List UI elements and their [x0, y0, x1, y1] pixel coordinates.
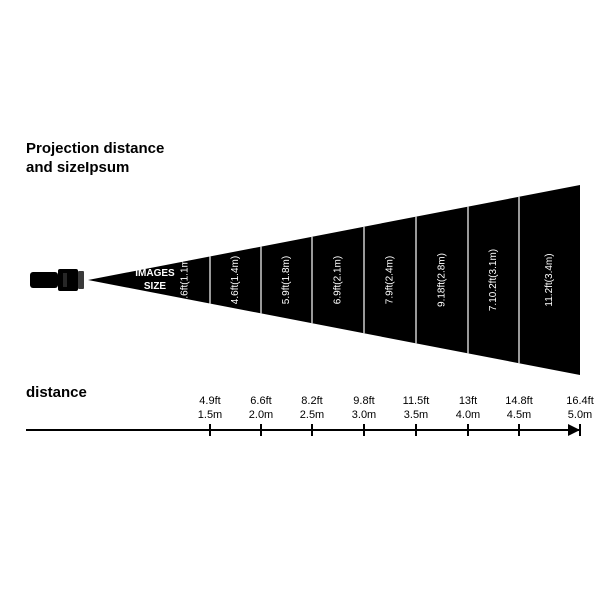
projector-body	[30, 272, 58, 288]
image-size-label: 11.2ft(3.4m)	[544, 253, 555, 306]
tick-label-m: 4.5m	[507, 409, 531, 421]
image-size-label: 3.6ft(1.1m)	[180, 256, 191, 304]
tick-label-m: 3.0m	[352, 409, 376, 421]
tick-label-m: 4.0m	[456, 409, 480, 421]
diagram-svg: 3.6ft(1.1m) 4.6ft(1.4m) 5.9ft(1.8m) 6.9ft(2…	[0, 0, 600, 600]
tick-label-ft: 11.5ft	[403, 395, 430, 407]
image-size-label: 6.9ft(2.1m)	[333, 256, 344, 304]
image-size-label: 4.6ft(1.4m)	[230, 256, 241, 304]
tick-label-m: 2.5m	[300, 409, 324, 421]
tick-label-m: 2.0m	[249, 409, 273, 421]
tick-label-m: 3.5m	[404, 409, 428, 421]
image-size-label: 9.18ft(2.8m)	[437, 253, 448, 307]
tick-label-ft: 16.4ft	[566, 395, 594, 407]
image-size-label: 7.9ft(2.4m)	[385, 256, 396, 304]
tick-label-m: 1.5m	[198, 409, 222, 421]
image-size-label: 5.9ft(1.8m)	[281, 256, 292, 304]
images-size-label-2: SIZE	[144, 281, 167, 292]
tick-label-ft: 4.9ft	[199, 395, 220, 407]
axis-arrowhead	[568, 424, 580, 436]
image-size-label: 7.10.2ft(3.1m)	[488, 249, 499, 311]
projector-lens	[78, 271, 84, 289]
projection-diagram: Projection distance and sizeIpsum distan…	[0, 0, 600, 600]
tick-label-ft: 14.8ft	[505, 395, 533, 407]
tick-label-ft: 13ft	[459, 395, 477, 407]
tick-label-ft: 8.2ft	[301, 395, 322, 407]
images-size-label-1: IMAGES	[135, 268, 175, 279]
tick-label-ft: 9.8ft	[353, 395, 374, 407]
tick-label-m: 5.0m	[568, 409, 592, 421]
projector-head	[58, 269, 78, 291]
tick-label-ft: 6.6ft	[250, 395, 271, 407]
